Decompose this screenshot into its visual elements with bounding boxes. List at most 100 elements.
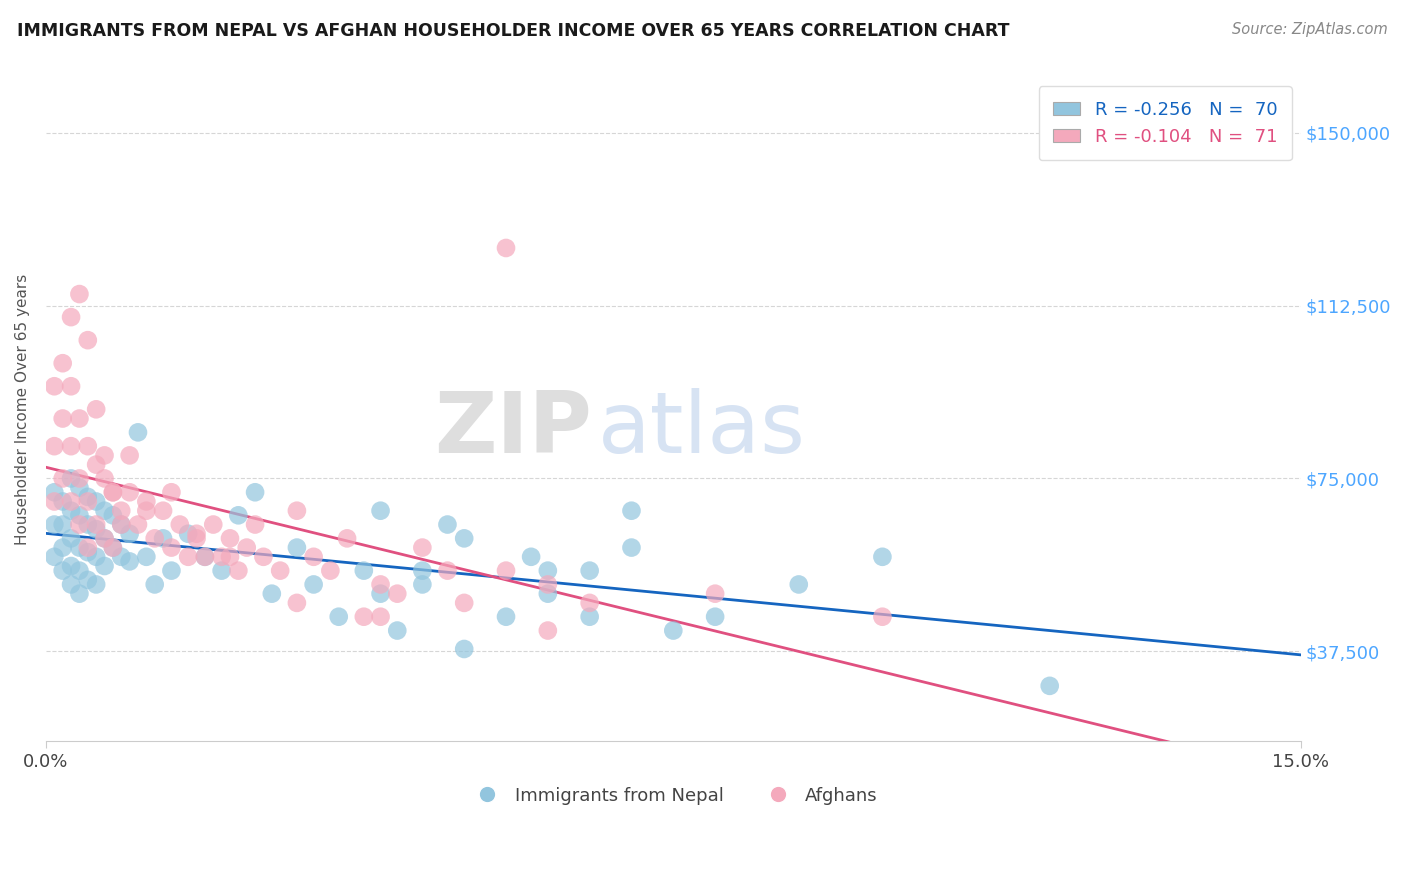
Point xyxy=(118,449,141,463)
Point xyxy=(60,532,83,546)
Point xyxy=(787,577,810,591)
Point xyxy=(436,517,458,532)
Point xyxy=(387,624,409,638)
Point xyxy=(101,541,124,555)
Point xyxy=(67,411,90,425)
Point xyxy=(152,504,174,518)
Point xyxy=(84,517,107,532)
Point xyxy=(93,504,115,518)
Point xyxy=(84,402,107,417)
Text: Source: ZipAtlas.com: Source: ZipAtlas.com xyxy=(1232,22,1388,37)
Point xyxy=(52,517,75,532)
Point xyxy=(872,609,894,624)
Point xyxy=(453,596,475,610)
Y-axis label: Householder Income Over 65 years: Householder Income Over 65 years xyxy=(15,274,30,545)
Point xyxy=(578,596,600,610)
Point xyxy=(202,517,225,532)
Point xyxy=(67,471,90,485)
Point xyxy=(495,564,517,578)
Point xyxy=(52,494,75,508)
Point xyxy=(67,508,90,523)
Point xyxy=(219,549,242,564)
Point xyxy=(60,310,83,325)
Point xyxy=(93,532,115,546)
Point xyxy=(219,532,242,546)
Point xyxy=(387,587,409,601)
Point xyxy=(537,587,560,601)
Point xyxy=(537,564,560,578)
Point xyxy=(285,504,308,518)
Point xyxy=(620,504,643,518)
Point xyxy=(260,587,283,601)
Point xyxy=(370,587,392,601)
Point xyxy=(411,541,433,555)
Point xyxy=(235,541,257,555)
Point xyxy=(177,549,200,564)
Point xyxy=(60,504,83,518)
Point xyxy=(93,559,115,574)
Point xyxy=(495,241,517,255)
Point xyxy=(76,541,98,555)
Point xyxy=(662,624,685,638)
Point xyxy=(110,517,132,532)
Point xyxy=(101,541,124,555)
Point xyxy=(127,517,149,532)
Point xyxy=(160,564,183,578)
Point xyxy=(353,564,375,578)
Point xyxy=(110,517,132,532)
Point xyxy=(186,526,208,541)
Point xyxy=(60,379,83,393)
Point xyxy=(252,549,274,564)
Point xyxy=(319,564,342,578)
Point xyxy=(101,485,124,500)
Point xyxy=(127,425,149,440)
Point xyxy=(76,573,98,587)
Point xyxy=(60,439,83,453)
Point xyxy=(211,549,233,564)
Point xyxy=(160,541,183,555)
Point xyxy=(370,504,392,518)
Point xyxy=(84,549,107,564)
Point xyxy=(76,490,98,504)
Point xyxy=(186,532,208,546)
Point xyxy=(302,577,325,591)
Point xyxy=(52,471,75,485)
Point xyxy=(211,564,233,578)
Point xyxy=(704,587,727,601)
Point xyxy=(194,549,217,564)
Point xyxy=(243,517,266,532)
Point xyxy=(76,517,98,532)
Point xyxy=(84,577,107,591)
Point xyxy=(67,541,90,555)
Point xyxy=(520,549,543,564)
Point xyxy=(84,494,107,508)
Text: atlas: atlas xyxy=(598,388,806,471)
Point xyxy=(44,494,66,508)
Point xyxy=(60,577,83,591)
Point xyxy=(370,577,392,591)
Point xyxy=(436,564,458,578)
Point xyxy=(302,549,325,564)
Point xyxy=(228,564,250,578)
Point xyxy=(67,481,90,495)
Point xyxy=(336,532,359,546)
Point xyxy=(44,549,66,564)
Point xyxy=(60,494,83,508)
Point xyxy=(370,609,392,624)
Point xyxy=(67,564,90,578)
Point xyxy=(76,545,98,559)
Point xyxy=(228,508,250,523)
Point xyxy=(93,471,115,485)
Point xyxy=(118,554,141,568)
Point xyxy=(453,642,475,657)
Point xyxy=(118,485,141,500)
Point xyxy=(52,356,75,370)
Point xyxy=(135,504,157,518)
Point xyxy=(285,541,308,555)
Point xyxy=(76,333,98,347)
Point xyxy=(135,549,157,564)
Point xyxy=(60,471,83,485)
Point xyxy=(578,564,600,578)
Point xyxy=(194,549,217,564)
Point xyxy=(537,624,560,638)
